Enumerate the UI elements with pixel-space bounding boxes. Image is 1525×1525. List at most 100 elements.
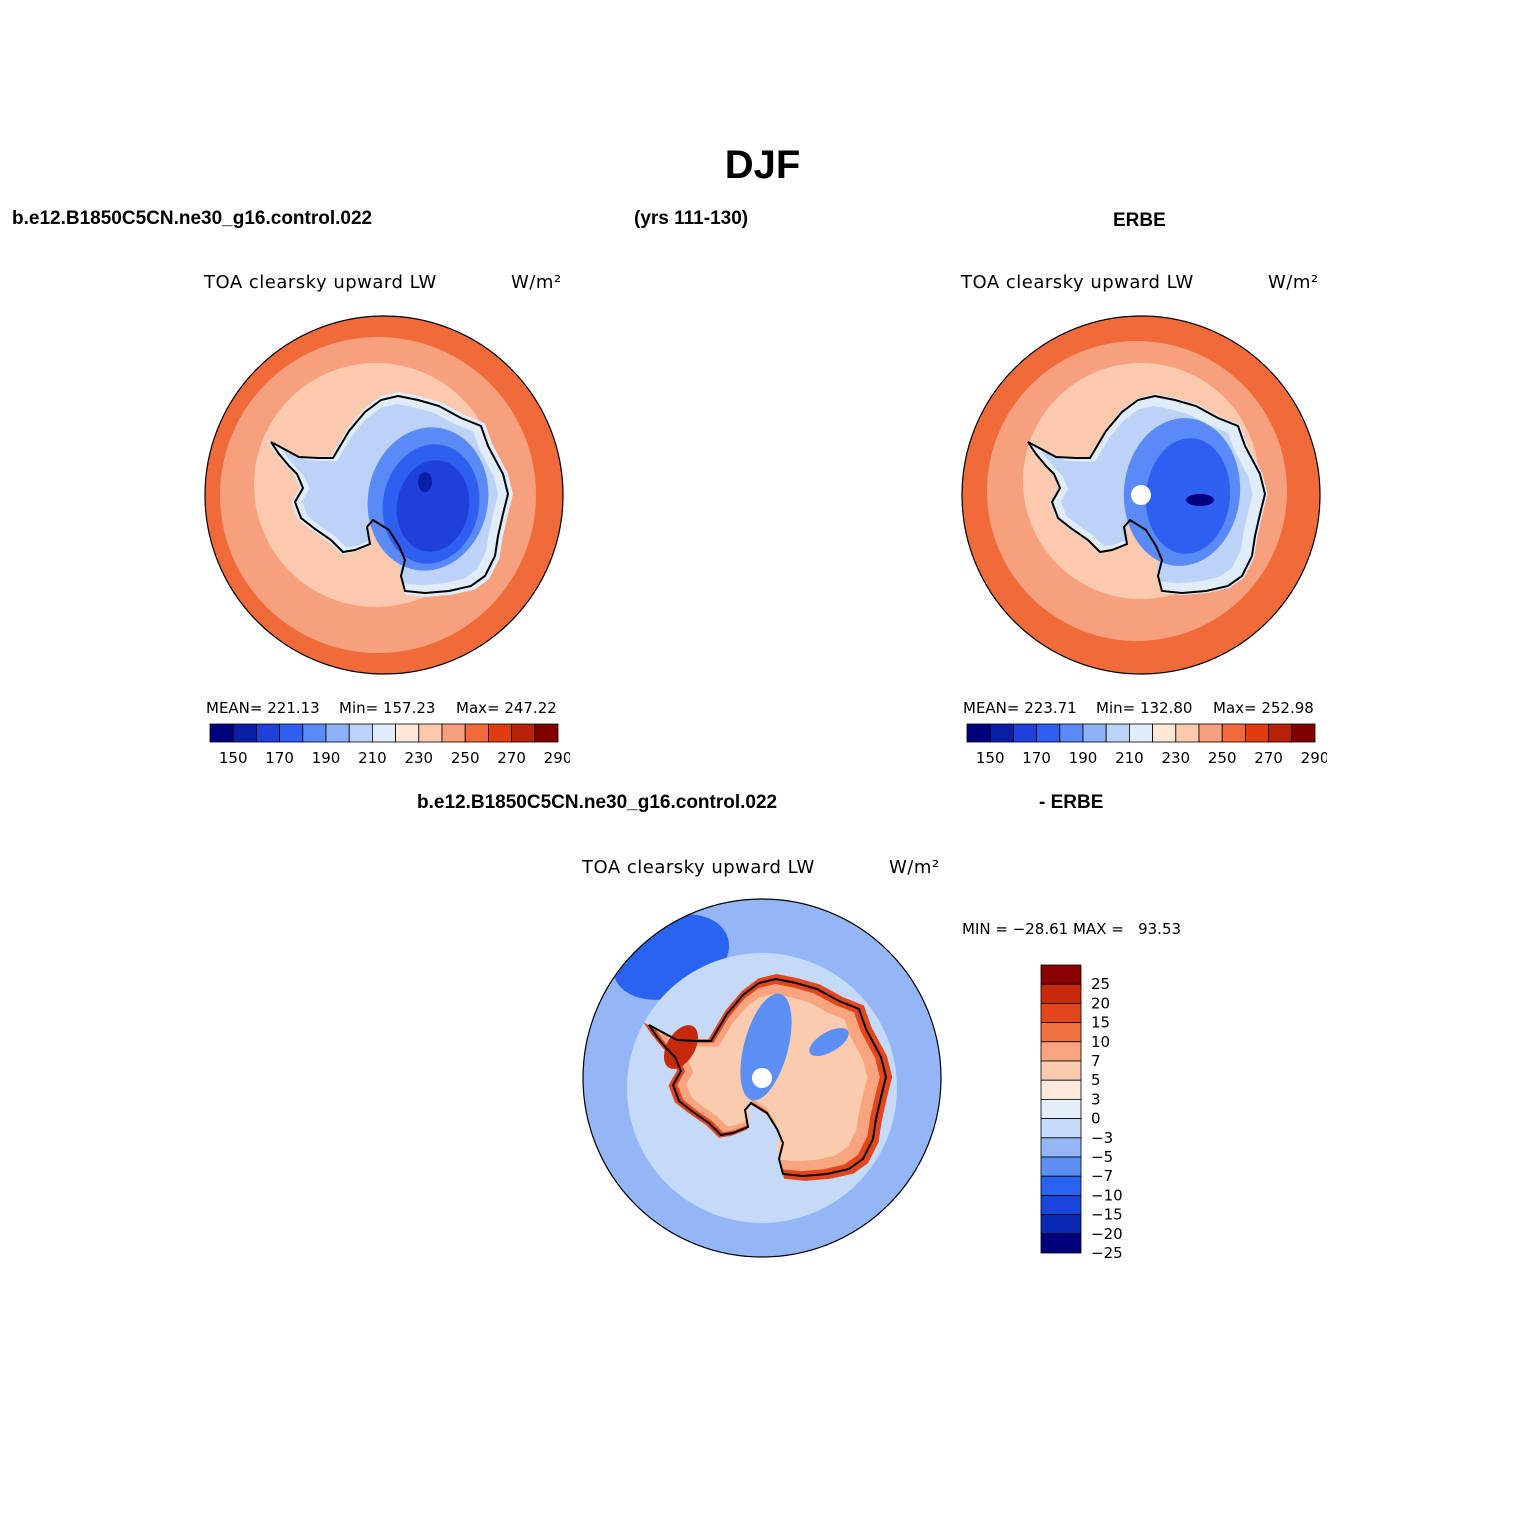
colorbar-box <box>1105 723 1130 743</box>
colorbar-tick-label: 290 <box>544 749 570 767</box>
colorbar-box <box>418 723 443 743</box>
colorbar-tick-label: 0 <box>1091 1110 1101 1128</box>
interior-negative-patch-2 <box>809 1028 849 1056</box>
colorbar-box <box>325 723 350 743</box>
colorbar-box <box>302 723 327 743</box>
colorbar-box <box>441 723 466 743</box>
colorbar-tick-label: 210 <box>358 749 387 767</box>
colorbar-box <box>511 723 536 743</box>
colorbar-box <box>1268 723 1293 743</box>
colorbar-box <box>279 723 304 743</box>
colorbar-box <box>1040 1214 1082 1235</box>
colorbar-tick-label: −10 <box>1091 1186 1123 1204</box>
figure-title: DJF <box>724 143 801 187</box>
colorbar-box <box>1040 1041 1082 1062</box>
obs-min-stat: Min= 132.80 <box>1096 699 1193 717</box>
map-boundary <box>582 898 942 1258</box>
colorbar-box <box>1040 1003 1082 1024</box>
peninsula-positive-patch <box>663 1025 699 1069</box>
model-mean-stat: MEAN= 221.13 <box>206 699 320 717</box>
colorbar-tick-label: 150 <box>976 749 1005 767</box>
colorbar-tick-label: 270 <box>1254 749 1283 767</box>
colorbar-tick-label: −5 <box>1091 1148 1113 1166</box>
diff-case-name-header: b.e12.B1850C5CN.ne30_g16.control.022 <box>417 792 778 813</box>
colorbar-tick-label: 7 <box>1091 1052 1101 1070</box>
colorbar-tick-label: 250 <box>451 749 480 767</box>
model-variable-label: TOA clearsky upward LW <box>204 272 437 293</box>
model-units-label: W/m² <box>511 272 562 293</box>
colorbar-tick-label: −15 <box>1091 1206 1123 1224</box>
ice-minimum <box>418 472 432 492</box>
colorbar-box <box>1082 723 1107 743</box>
colorbar-box <box>1040 1022 1082 1043</box>
colorbar-box <box>1175 723 1200 743</box>
missing-data-pole <box>752 1068 772 1088</box>
colorbar-tick-label: 20 <box>1091 994 1110 1012</box>
ice-core <box>396 460 470 552</box>
colorbar-box <box>464 723 489 743</box>
colorbar-tick-label: 230 <box>404 749 433 767</box>
map-boundary <box>204 315 564 675</box>
case-name-header: b.e12.B1850C5CN.ne30_g16.control.022 <box>12 208 373 229</box>
colorbar-tick-label: 210 <box>1115 749 1144 767</box>
ice-minimum <box>1186 494 1214 506</box>
colorbar-tick-label: 290 <box>1301 749 1327 767</box>
diff-polar-map <box>581 897 943 1259</box>
colorbar-box <box>395 723 420 743</box>
colorbar-box <box>534 723 559 743</box>
colorbar-box <box>371 723 396 743</box>
ice-band-3 <box>1145 438 1231 554</box>
colorbar-tick-label: 3 <box>1091 1090 1101 1108</box>
colorbar-box <box>348 723 373 743</box>
obs-units-label: W/m² <box>1268 272 1319 293</box>
model-colorbar: 150 170 190 210 230 250 270 290 <box>200 722 570 772</box>
colorbar-box <box>1040 1137 1082 1158</box>
obs-mean-stat: MEAN= 223.71 <box>963 699 1077 717</box>
model-max-stat: Max= 247.22 <box>456 699 557 717</box>
diff-colorbar: 25 20 15 10 7 5 3 0 −3 −5 −7 −10 −15 −20 −25 <box>1036 962 1146 1262</box>
model-polar-map <box>203 314 565 676</box>
colorbar-tick-label: −3 <box>1091 1129 1113 1147</box>
diff-units-label: W/m² <box>889 857 940 878</box>
colorbar-box <box>1221 723 1246 743</box>
colorbar-box <box>1040 964 1082 985</box>
colorbar-tick-label: 230 <box>1161 749 1190 767</box>
colorbar-tick-label: −20 <box>1091 1225 1123 1243</box>
colorbar-box <box>209 723 234 743</box>
obs-colorbar: 150 170 190 210 230 250 270 290 <box>957 722 1327 772</box>
antarctica-coastline <box>648 977 888 1178</box>
colorbar-box <box>1040 1079 1082 1100</box>
diff-obs-name-header: - ERBE <box>1039 792 1104 813</box>
antarctica-coastline <box>1027 394 1267 595</box>
missing-data-pole <box>1131 485 1151 505</box>
colorbar-tick-label: 10 <box>1091 1033 1110 1051</box>
colorbar-box <box>1040 1098 1082 1119</box>
antarctica-coastline <box>270 394 510 595</box>
field-layer <box>205 316 563 674</box>
colorbar-tick-label: 170 <box>1022 749 1051 767</box>
colorbar-tick-label: 15 <box>1091 1014 1110 1032</box>
colorbar-box <box>487 723 512 743</box>
years-header: (yrs 111-130) <box>634 208 749 229</box>
field-layer <box>962 316 1320 674</box>
obs-name-header: ERBE <box>1113 210 1166 231</box>
diff-minmax-stat: MIN = −28.61 MAX = 93.53 <box>962 920 1182 938</box>
colorbar-box <box>1040 1233 1082 1254</box>
field-layer <box>583 899 941 1257</box>
colorbar-box <box>1040 1175 1082 1196</box>
colorbar-box <box>1198 723 1223 743</box>
map-boundary <box>961 315 1321 675</box>
colorbar-tick-label: 190 <box>1069 749 1098 767</box>
colorbar-tick-label: −25 <box>1091 1244 1123 1262</box>
colorbar-tick-label: 150 <box>219 749 248 767</box>
colorbar-tick-label: 170 <box>265 749 294 767</box>
colorbar-box <box>1040 983 1082 1004</box>
colorbar-box <box>1244 723 1269 743</box>
colorbar-tick-label: 190 <box>312 749 341 767</box>
colorbar-box <box>1036 723 1061 743</box>
obs-max-stat: Max= 252.98 <box>1213 699 1314 717</box>
colorbar-tick-label: 5 <box>1091 1071 1101 1089</box>
colorbar-box <box>1040 1194 1082 1215</box>
colorbar-box <box>1040 1118 1082 1139</box>
colorbar-box <box>1152 723 1177 743</box>
